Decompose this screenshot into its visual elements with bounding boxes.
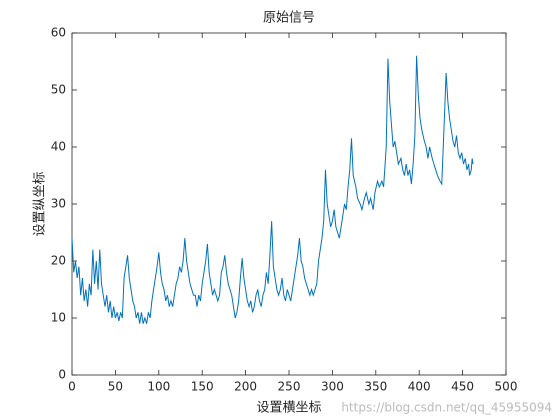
- y-tick-label: 40: [51, 140, 66, 154]
- x-tick-label: 100: [147, 380, 170, 394]
- x-tick-label: 400: [408, 380, 431, 394]
- x-tick-label: 500: [495, 380, 518, 394]
- y-tick-label: 60: [51, 26, 66, 40]
- x-tick-label: 50: [108, 380, 123, 394]
- x-tick-label: 200: [234, 380, 257, 394]
- y-axis-label: 设置纵坐标: [33, 171, 48, 236]
- x-axis-label: 设置横坐标: [256, 401, 321, 416]
- chart-title: 原始信号: [263, 11, 315, 26]
- y-tick-label: 10: [51, 311, 66, 325]
- x-tick-label: 0: [68, 380, 76, 394]
- y-tick-label: 30: [51, 197, 66, 211]
- y-tick-label: 50: [51, 83, 66, 97]
- line-series: [71, 55, 474, 324]
- watermark: https://blog.csdn.net/qq_45955094: [341, 401, 552, 415]
- x-tick-label: 300: [321, 380, 344, 394]
- x-tick-label: 350: [364, 380, 387, 394]
- x-tick-label: 150: [191, 380, 214, 394]
- x-tick-label: 250: [278, 380, 301, 394]
- y-tick-label: 0: [58, 368, 66, 382]
- y-tick-label: 20: [51, 254, 66, 268]
- x-tick-label: 450: [451, 380, 474, 394]
